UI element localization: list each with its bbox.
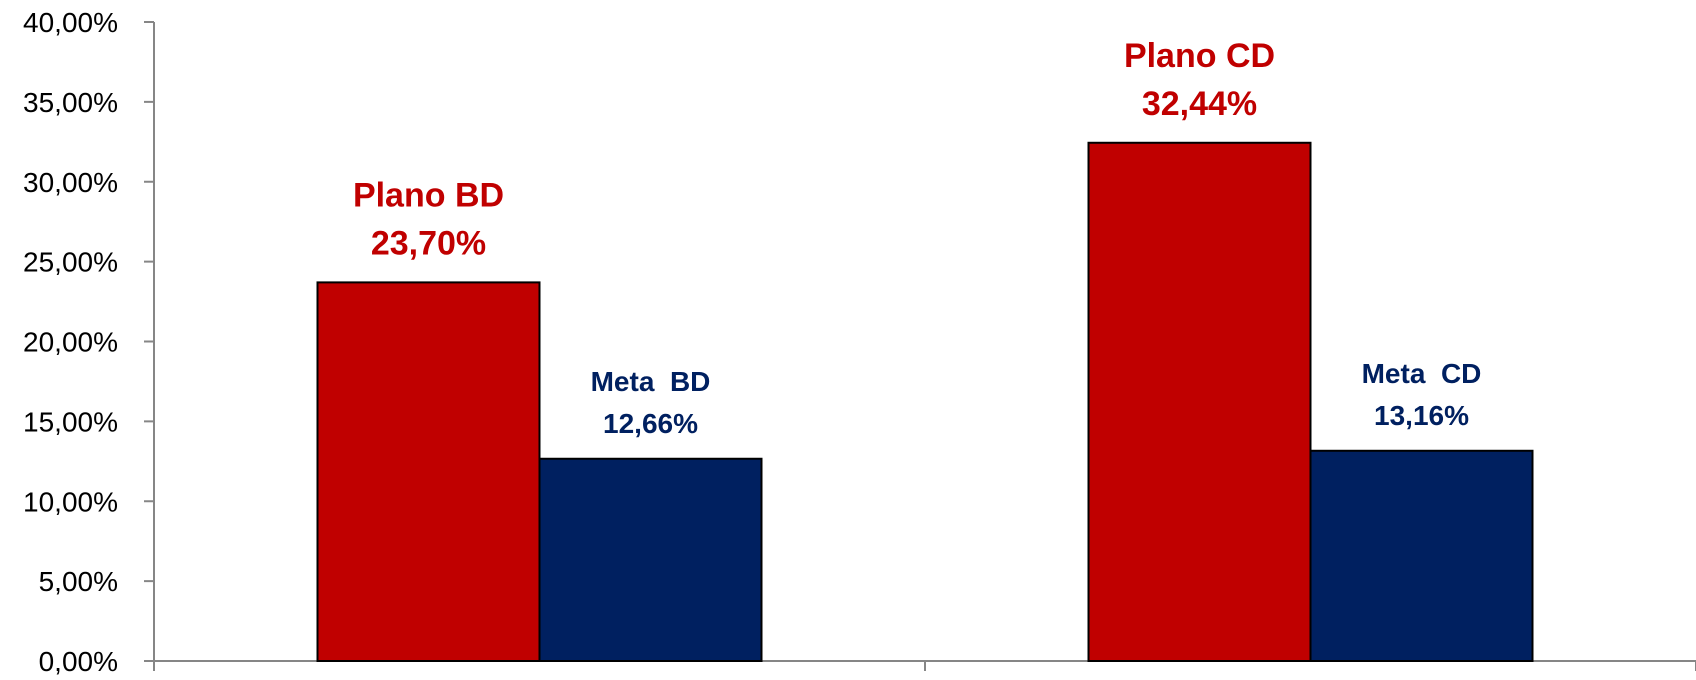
data-label-value: 23,70% (371, 224, 486, 262)
bar-meta-cd (1309, 449, 1534, 663)
y-axis: 0,00% 5,00% 10,00% 15,00% 20,00% 25,00% 30,00%… (23, 7, 155, 677)
y-tick-label: 30,00% (23, 167, 118, 198)
bar-plano-cd (1087, 141, 1312, 662)
bars (316, 141, 1534, 663)
data-label-name: Meta CD (1362, 358, 1482, 389)
data-label-value: 12,66% (603, 408, 698, 439)
data-label-name: Plano BD (353, 176, 504, 214)
data-label-name: Meta BD (591, 366, 711, 397)
data-labels: 23,70% Plano BD 12,66% Meta BD 32,44% Plano C… (353, 37, 1481, 439)
y-tick-label: 40,00% (23, 7, 118, 38)
bar-meta-bd (538, 457, 763, 662)
y-tick-label: 20,00% (23, 327, 118, 358)
y-tick-label: 35,00% (23, 87, 118, 118)
y-tick-label: 25,00% (23, 247, 118, 278)
y-tick-label: 15,00% (23, 406, 118, 437)
data-label-name: Plano CD (1124, 37, 1275, 75)
y-tick-label: 5,00% (39, 566, 118, 597)
y-tick-label: 0,00% (39, 646, 118, 677)
x-axis (153, 660, 1696, 671)
bar-plano-bd (316, 281, 541, 662)
data-label-value: 32,44% (1142, 85, 1257, 123)
y-tick-label: 10,00% (23, 486, 118, 517)
data-label-value: 13,16% (1374, 400, 1469, 431)
